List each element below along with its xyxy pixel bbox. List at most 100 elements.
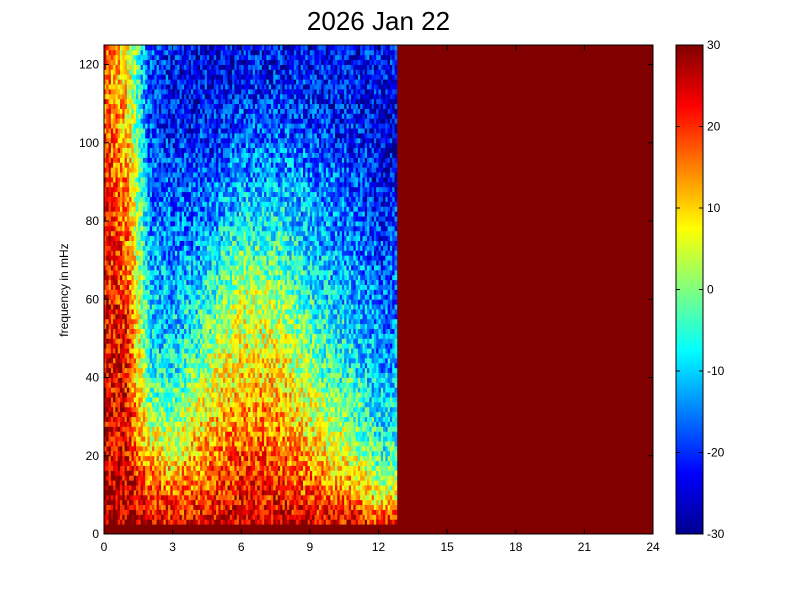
heatmap-cell — [184, 196, 187, 202]
heatmap-cell — [193, 387, 196, 393]
heatmap-cell — [149, 426, 153, 432]
heatmap-cell — [177, 416, 180, 422]
heatmap-cell — [213, 103, 217, 109]
heatmap-cell — [131, 123, 135, 129]
heatmap-cell — [204, 294, 208, 300]
heatmap-cell — [161, 49, 164, 56]
heatmap-cell — [200, 397, 203, 403]
heatmap-cell — [158, 147, 162, 153]
heatmap-cell — [152, 382, 155, 388]
heatmap-cell — [108, 54, 112, 61]
heatmap-cell — [108, 499, 112, 506]
heatmap-cell — [186, 475, 190, 481]
heatmap-cell — [202, 509, 206, 515]
heatmap-cell — [179, 162, 183, 168]
heatmap-cell — [179, 230, 183, 237]
heatmap-cell — [142, 421, 146, 427]
heatmap-cell — [197, 147, 201, 153]
heatmap-cell — [136, 186, 139, 193]
heatmap-cell — [126, 79, 130, 85]
heatmap-cell — [142, 343, 146, 349]
heatmap-cell — [211, 240, 215, 246]
heatmap-cell — [165, 103, 169, 109]
heatmap-cell — [147, 470, 151, 476]
heatmap-cell — [142, 304, 146, 310]
chart-title: 2026 Jan 22 — [306, 6, 451, 36]
heatmap-cell — [115, 406, 119, 413]
heatmap-cell — [190, 426, 194, 432]
heatmap-cell — [174, 299, 178, 305]
heatmap-cell — [181, 445, 185, 452]
heatmap-cell — [133, 313, 137, 320]
heatmap-cell — [122, 49, 125, 56]
heatmap-cell — [113, 294, 116, 300]
heatmap-cell — [131, 250, 135, 256]
heatmap-cell — [161, 343, 164, 349]
heatmap-cell — [213, 167, 217, 173]
heatmap-cell — [138, 436, 141, 442]
heatmap-cell — [190, 49, 194, 56]
heatmap-cell — [129, 489, 132, 496]
heatmap-cell — [129, 436, 132, 442]
heatmap-cell — [158, 93, 162, 100]
heatmap-cell — [202, 387, 206, 393]
heatmap-cell — [197, 397, 201, 403]
heatmap-cell — [131, 240, 135, 246]
heatmap-cell — [154, 103, 158, 109]
heatmap-cell — [197, 137, 201, 144]
heatmap-cell — [170, 172, 174, 178]
heatmap-cell — [181, 514, 185, 520]
heatmap-cell — [113, 225, 116, 232]
heatmap-cell — [200, 147, 203, 153]
heatmap-cell — [142, 426, 146, 432]
heatmap-cell — [147, 372, 151, 378]
heatmap-cell — [140, 108, 144, 114]
heatmap-cell — [181, 333, 185, 339]
heatmap-cell — [163, 181, 167, 188]
heatmap-cell — [179, 343, 183, 349]
heatmap-cell — [204, 113, 208, 119]
heatmap-cell — [154, 152, 158, 158]
heatmap-cell — [200, 353, 203, 359]
heatmap-cell — [197, 133, 201, 139]
heatmap-cell — [163, 387, 167, 393]
heatmap-cell — [184, 177, 187, 183]
heatmap-cell — [213, 382, 217, 388]
heatmap-cell — [158, 167, 162, 173]
heatmap-cell — [206, 450, 210, 457]
heatmap-cell — [122, 470, 125, 476]
heatmap-cell — [156, 230, 160, 237]
heatmap-cell — [110, 504, 114, 510]
heatmap-cell — [179, 465, 183, 471]
heatmap-cell — [161, 235, 164, 241]
heatmap-cell — [190, 54, 194, 61]
heatmap-cell — [172, 108, 176, 114]
heatmap-cell — [165, 240, 169, 246]
heatmap-cell — [163, 357, 167, 364]
heatmap-cell — [113, 362, 116, 369]
heatmap-cell — [193, 113, 196, 119]
heatmap-cell — [152, 84, 155, 90]
heatmap-cell — [145, 294, 148, 300]
heatmap-cell — [197, 93, 201, 100]
heatmap-cell — [209, 489, 212, 496]
heatmap-cell — [129, 191, 132, 197]
heatmap-cell — [104, 123, 107, 129]
heatmap-cell — [190, 113, 194, 119]
heatmap-cell — [136, 343, 139, 349]
heatmap-cell — [216, 289, 219, 295]
heatmap-cell — [104, 372, 107, 378]
heatmap-cell — [172, 426, 176, 432]
heatmap-cell — [206, 489, 210, 496]
heatmap-cell — [216, 313, 219, 320]
heatmap-cell — [120, 196, 123, 202]
heatmap-cell — [177, 524, 180, 530]
heatmap-cell — [200, 49, 203, 56]
heatmap-cell — [131, 142, 135, 149]
heatmap-cell — [156, 514, 160, 520]
heatmap-cell — [181, 45, 185, 51]
heatmap-cell — [104, 509, 107, 515]
heatmap-cell — [129, 240, 132, 246]
heatmap-cell — [122, 147, 125, 153]
heatmap-cell — [200, 294, 203, 300]
